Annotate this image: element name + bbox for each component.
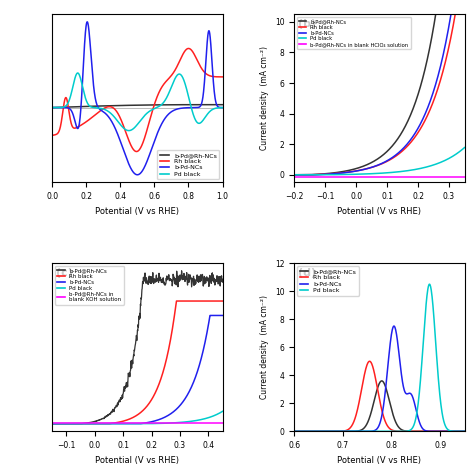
- Text: (c): (c): [55, 268, 73, 278]
- Legend: b-Pd@Rh-NCs, Rh black, b-Pd-NCs, Pd black, b-Pd@Rh-NCs in blank HClO₄ solution: b-Pd@Rh-NCs, Rh black, b-Pd-NCs, Pd blac…: [297, 17, 410, 49]
- Legend: b-Pd@Rh-NCs, Rh black, b-Pd-NCs, Pd black, b-Pd@Rh-NCs in
blank KOH solution: b-Pd@Rh-NCs, Rh black, b-Pd-NCs, Pd blac…: [55, 266, 124, 304]
- X-axis label: Potential (V vs RHE): Potential (V vs RHE): [337, 456, 421, 465]
- X-axis label: Potential (V vs RHE): Potential (V vs RHE): [95, 456, 179, 465]
- Y-axis label: Current density  (mA cm⁻²): Current density (mA cm⁻²): [260, 295, 269, 399]
- Legend: b-Pd@Rh-NCs, Rh black, b-Pd-NCs, Pd black: b-Pd@Rh-NCs, Rh black, b-Pd-NCs, Pd blac…: [297, 266, 359, 296]
- Text: (d): (d): [298, 268, 316, 278]
- X-axis label: Potential (V vs RHE): Potential (V vs RHE): [95, 207, 179, 216]
- Y-axis label: Current density  (mA cm⁻²): Current density (mA cm⁻²): [260, 46, 269, 150]
- X-axis label: Potential (V vs RHE): Potential (V vs RHE): [337, 207, 421, 216]
- Legend: b-Pd@Rh-NCs, Rh black, b-Pd-NCs, Pd black: b-Pd@Rh-NCs, Rh black, b-Pd-NCs, Pd blac…: [157, 150, 219, 179]
- Text: (b): (b): [298, 19, 316, 29]
